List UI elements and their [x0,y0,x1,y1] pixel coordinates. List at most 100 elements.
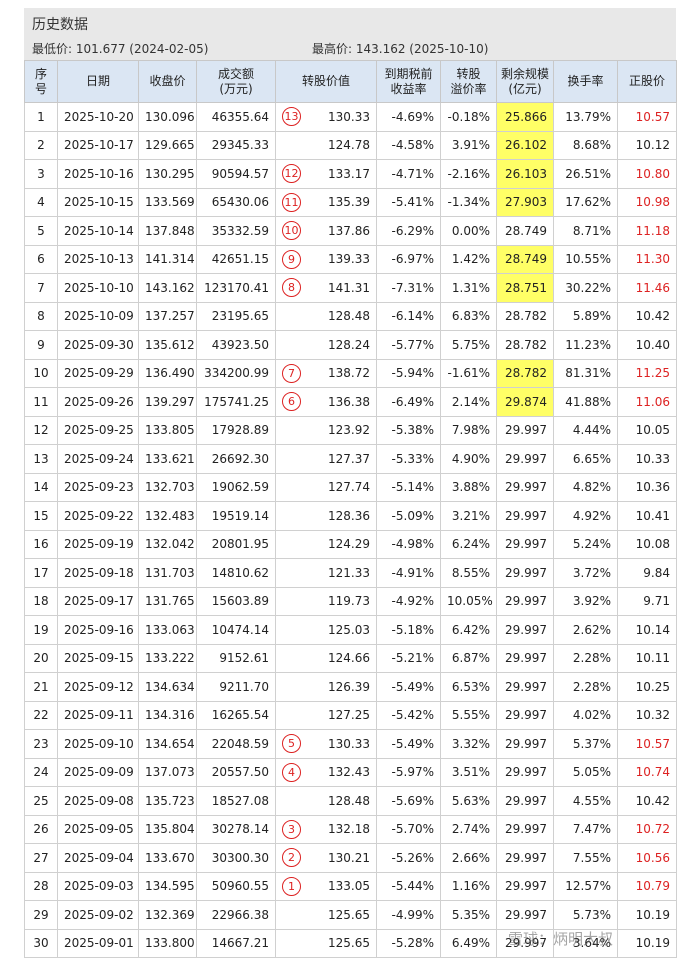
table-row: 14 2025-09-23 132.703 19062.59 127.74 -5.14% 3… [24,472,677,502]
table-cell: 29.997 [496,529,554,559]
table-cell: 5.63% [440,786,497,816]
table-cell: 10.72 [617,814,677,844]
table-cell: 22966.38 [196,900,276,930]
table-cell: 29.997 [496,415,554,445]
table-cell: 90594.57 [196,159,276,189]
table-cell: 5.35% [440,900,497,930]
table-cell: -4.71% [376,159,441,189]
table-cell: 29.997 [496,814,554,844]
table-cell: 2 [24,130,58,160]
table-cell: 10.74 [617,757,677,787]
table-cell: 2025-09-08 [57,786,139,816]
table-cell: 2025-09-26 [57,387,139,417]
table-cell: 28.749 [496,216,554,246]
table-cell: 136.490 [138,358,197,388]
table-cell: 10.80 [617,159,677,189]
table-cell: 23 [24,729,58,759]
table-cell: 139.33 9 [275,244,377,274]
table-cell: 6.24% [440,529,497,559]
table-cell: -4.99% [376,900,441,930]
table-cell: 26 [24,814,58,844]
table-cell: 5.75% [440,330,497,360]
table-cell: 42651.15 [196,244,276,274]
table-cell: 29345.33 [196,130,276,160]
table-cell: 2025-09-24 [57,444,139,474]
table-cell: 127.25 [275,700,377,730]
table-cell: -4.58% [376,130,441,160]
table-cell: 29.997 [496,444,554,474]
table-cell: 11.23% [553,330,618,360]
table-cell: 17 [24,558,58,588]
table-cell: 9 [24,330,58,360]
table-cell: 11.30 [617,244,677,274]
table-cell: 2025-10-17 [57,130,139,160]
badge: 4 [282,762,301,782]
table-row: 19 2025-09-16 133.063 10474.14 125.03 -5.18% 6… [24,615,677,645]
badge: 11 [282,192,301,212]
table-cell: -5.18% [376,615,441,645]
table-cell: 2.74% [440,814,497,844]
table-cell: 2025-09-29 [57,358,139,388]
table-cell: 10.25 [617,672,677,702]
badge: 8 [282,278,301,297]
table-cell: -5.14% [376,472,441,502]
column-header: 转股价值 [275,60,377,103]
table-cell: -5.41% [376,187,441,217]
table-cell: 128.24 [275,330,377,360]
table-cell: 2025-09-23 [57,472,139,502]
badge: 10 [282,221,301,240]
table-cell: -1.61% [440,358,497,388]
badge: 12 [282,164,301,183]
table-cell: 135.804 [138,814,197,844]
table-cell: 29.997 [496,700,554,730]
table-cell: 2025-09-09 [57,757,139,787]
table-cell: 3.88% [440,472,497,502]
table-cell: 20801.95 [196,529,276,559]
table-cell: 2.14% [440,387,497,417]
table-cell: 4 [24,187,58,217]
table-cell: 30278.14 [196,814,276,844]
table-cell: 130.295 [138,159,197,189]
table-row: 3 2025-10-16 130.295 90594.57 133.17 12 -4.71%… [24,159,677,189]
table-cell: 11 [24,387,58,417]
table-cell: 29.997 [496,729,554,759]
table-cell: 46355.64 [196,102,276,132]
table-cell: 126.39 [275,672,377,702]
table-cell: 131.765 [138,586,197,616]
table-row: 18 2025-09-17 131.765 15603.89 119.73 -4.92% 1… [24,586,677,616]
table-cell: 7.98% [440,415,497,445]
table-row: 28 2025-09-03 134.595 50960.55 133.05 1 -5.44%… [24,871,677,901]
table-cell: 132.483 [138,501,197,531]
table-cell: -5.21% [376,643,441,673]
table-cell: 8.55% [440,558,497,588]
table-cell: -6.29% [376,216,441,246]
table-cell: 28.782 [496,301,554,331]
table-cell: 24 [24,757,58,787]
table-cell: 15 [24,501,58,531]
table-cell: 29.997 [496,501,554,531]
column-header: 序 号 [24,60,58,103]
table-cell: 10.11 [617,643,677,673]
table-cell: 11.46 [617,273,677,303]
table-cell: 12 [24,415,58,445]
table-cell: -5.70% [376,814,441,844]
table-cell: 135.723 [138,786,197,816]
table-cell: 2025-09-10 [57,729,139,759]
table-cell: 10.36 [617,472,677,502]
table-cell: 10.08 [617,529,677,559]
table-cell: 137.848 [138,216,197,246]
header-row: 序 号日期 收盘价 成交额 (万元) 转股价值 到期税前 收益率 转股 溢价率 剩余规模 (… [24,60,677,103]
table-cell: 29.997 [496,757,554,787]
table-cell: 10.57 [617,102,677,132]
table-cell: 4.44% [553,415,618,445]
table-cell: 5.89% [553,301,618,331]
table-cell: -5.94% [376,358,441,388]
table-cell: -5.38% [376,415,441,445]
table-row: 9 2025-09-30 135.612 43923.50 128.24 -5.77% 5.… [24,330,677,360]
table-cell: 19 [24,615,58,645]
column-header: 换手率 [553,60,618,103]
table-cell: 124.66 [275,643,377,673]
table-cell: 134.654 [138,729,197,759]
table-row: 26 2025-09-05 135.804 30278.14 132.18 3 -5.70%… [24,814,677,844]
table-cell: 128.48 [275,301,377,331]
